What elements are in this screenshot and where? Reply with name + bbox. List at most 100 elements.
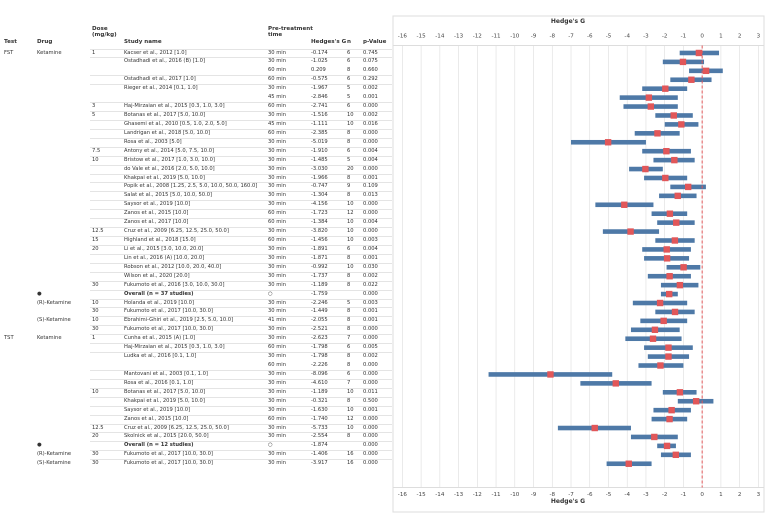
effect-point (647, 103, 655, 110)
cell-n: 5 (347, 156, 351, 163)
cell-dose: 20 (92, 433, 99, 440)
cell-time: 60 min (268, 219, 287, 226)
cell-n: 5 (347, 299, 351, 306)
cell-n: 7 (347, 379, 351, 386)
row-separator (90, 271, 392, 273)
tick-label-bottom: -12 (473, 492, 482, 498)
tick-label-bottom: 1 (719, 492, 723, 498)
tick-label-top: 1 (719, 34, 723, 40)
cell-p-value: 0.000 (363, 103, 378, 110)
row-separator (90, 128, 392, 130)
effect-point (627, 228, 634, 235)
tick-label-bottom: 0 (700, 492, 704, 498)
cell-dose: 1 (92, 49, 96, 56)
effect-point (684, 183, 692, 191)
cell-time: 30 min (268, 165, 287, 172)
effect-point (671, 237, 679, 244)
cell-n: 5 (347, 94, 351, 101)
row-separator (90, 307, 392, 309)
cell-hedges-g: -0.174 (311, 49, 328, 56)
cell-n: 8 (347, 433, 351, 440)
cell-hedges-g: -2.554 (311, 433, 328, 440)
cell-study: Wilson et al., 2020 [20.0] (124, 272, 190, 279)
row-separator (90, 236, 392, 238)
cell-study: Ludka et al., 2016 [0.1, 1.0] (124, 353, 197, 360)
cell-time: 30 min (268, 112, 287, 118)
cell-p-value: 0.002 (363, 272, 378, 279)
cell-dose: 10 (92, 299, 99, 306)
cell-time: 45 min (268, 94, 287, 101)
cell-n: 8 (347, 281, 351, 288)
cell-study: Fukumoto et al., 2017 [10.0, 30.0] (124, 308, 213, 315)
cell-study: Skolnick et al., 2015 [20.0, 50.0] (124, 433, 209, 440)
header-dose: Dose (mg/kg) (92, 26, 117, 38)
cell-time: 30 min (268, 451, 287, 458)
effect-point (674, 192, 681, 200)
cell-study: Landrigan et al., 2018 [5.0, 10.0] (124, 129, 211, 136)
cell-study: Antony et al., 2014 [5.0, 7.5, 10.0] (124, 147, 215, 154)
cell-p-value: 0.745 (363, 49, 378, 56)
cell-study: Zanos et al., 2015 [10.0] (124, 415, 189, 422)
cell-n: 7 (347, 335, 351, 342)
cell-n: 8 (347, 353, 351, 360)
cell-n: 6 (347, 76, 351, 83)
cell-p-value: 0.000 (363, 442, 378, 449)
cell-study: Haj-Mirzaian et al., 2015 [0.3, 1.0, 3.0… (124, 344, 225, 351)
cell-n: 8 (347, 308, 351, 315)
cell-hedges-g: -1.384 (311, 219, 328, 226)
cell-time: 30 min (268, 379, 287, 386)
cell-drug: Ketamine (37, 49, 62, 56)
tick-label-top: -16 (398, 34, 408, 40)
cell-drug: (R)-Ketamine (37, 451, 72, 458)
cell-time: 30 min (268, 192, 287, 199)
row-separator (90, 369, 392, 371)
cell-time: 30 min (268, 388, 287, 395)
cell-time: 30 min (268, 254, 287, 261)
row-separator (90, 441, 392, 443)
cell-dose: 7.5 (92, 147, 101, 154)
effect-point (663, 147, 670, 155)
cell-hedges-g: -0.992 (311, 263, 328, 270)
cell-dose: 30 (92, 451, 99, 458)
cell-time: 45 min (268, 120, 287, 127)
cell-p-value: 0.001 (363, 254, 378, 261)
cell-study: Cruz et al., 2009 [6.25, 12.5, 25.0, 50.… (124, 228, 229, 235)
tick-label-top: -14 (435, 34, 445, 40)
cell-n: 10 (347, 263, 354, 270)
cell-study: Khakpai et al., 2019 [5.0, 10.0] (124, 397, 205, 404)
effect-point (663, 246, 670, 253)
cell-n: 12 (347, 210, 354, 217)
cell-time: 30 min (268, 147, 287, 154)
row-separator (90, 253, 392, 255)
cell-p-value: 0.000 (363, 138, 378, 145)
cell-hedges-g: -3.820 (311, 228, 328, 235)
cell-time: 30 min (268, 433, 287, 440)
cell-p-value: 0.292 (363, 76, 378, 83)
tick-label-bottom: -5 (606, 492, 612, 498)
tick-label-bottom: -6 (587, 492, 593, 498)
cell-hedges-g: -1.759 (311, 290, 328, 297)
row-separator (90, 262, 392, 264)
row-separator (90, 119, 392, 121)
cell-n: 8 (347, 254, 351, 261)
cell-time: 30 min (268, 183, 287, 190)
cell-drug: (R)-Ketamine (37, 299, 72, 306)
cell-hedges-g: -1.737 (311, 272, 328, 279)
cell-dose: 20 (92, 245, 99, 252)
tick-label-bottom: -2 (662, 492, 668, 498)
row-separator (90, 289, 392, 291)
row-separator (90, 343, 392, 345)
effect-point (672, 451, 680, 459)
cell-p-value: 0.011 (363, 388, 378, 395)
cell-drug: (S)-Ketamine (37, 317, 71, 324)
row-separator (90, 209, 392, 211)
cell-n: 10 (347, 201, 354, 208)
effect-point (612, 380, 619, 387)
row-separator (90, 182, 392, 184)
plot-frame (392, 15, 765, 513)
cell-hedges-g: -0.747 (311, 183, 328, 190)
tick-label-top: 2 (738, 34, 742, 40)
cell-drug: Ketamine (37, 335, 62, 342)
